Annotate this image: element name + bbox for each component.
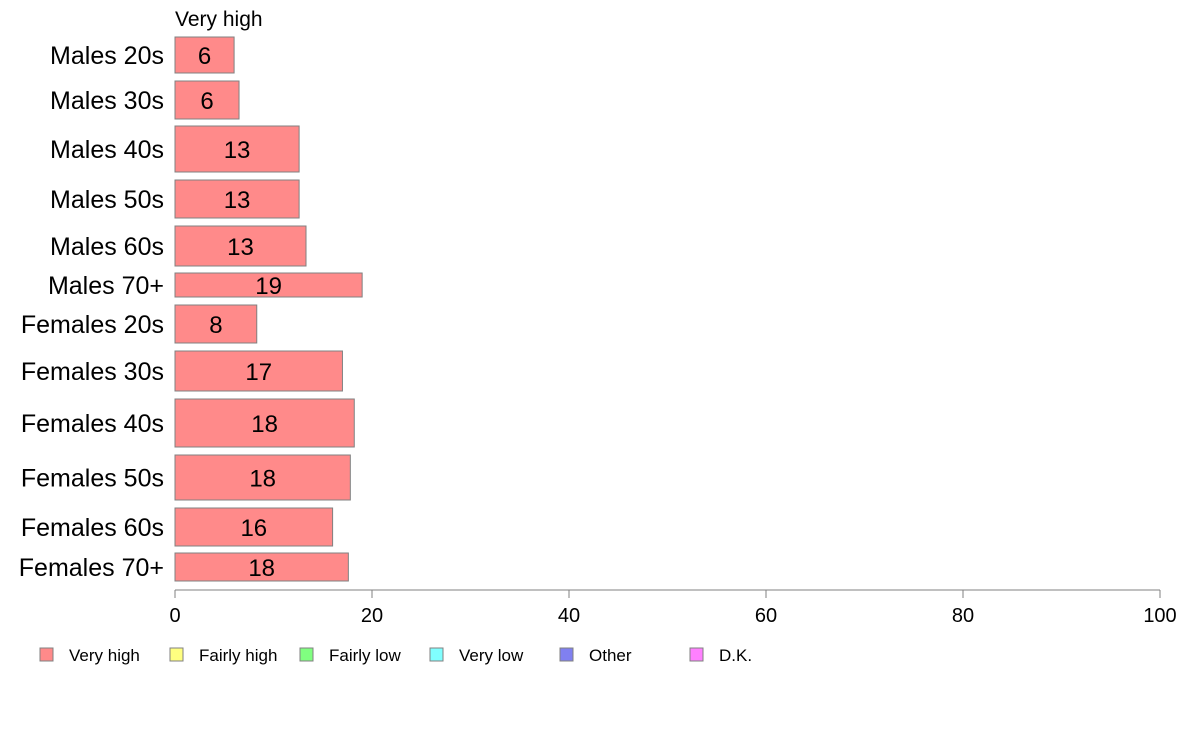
x-tick-label: 100 (1143, 605, 1176, 627)
legend-swatch (429, 647, 444, 662)
category-label: Females 50s (21, 465, 164, 493)
x-tick-label: 0 (169, 605, 180, 627)
legend-swatch (559, 647, 574, 662)
bars-group: Males 20s 6 Males 30s 6 Males 40s 13 Males 50s… (19, 36, 363, 582)
category-label: Males 20s (50, 42, 164, 70)
legend-label: Other (589, 646, 632, 665)
data-label: 18 (251, 411, 278, 438)
bar (174, 225, 307, 267)
category-label: Males 50s (50, 186, 164, 214)
bar (174, 350, 343, 392)
data-label: 18 (248, 555, 275, 582)
data-label: 16 (240, 515, 267, 542)
series-caption: Very high (175, 8, 263, 31)
category-label: Males 60s (50, 233, 164, 261)
data-label: 13 (224, 187, 251, 214)
category-label: Males 70+ (48, 272, 164, 300)
x-tick-label: 40 (558, 605, 580, 627)
x-axis: 0 20 40 60 80 100 (169, 589, 1177, 627)
legend-label: Very high (69, 646, 140, 665)
legend-swatch (689, 647, 704, 662)
bar (174, 272, 363, 298)
category-label: Females 30s (21, 358, 164, 386)
legend-label: Very low (459, 646, 524, 665)
legend-swatch (39, 647, 54, 662)
bar (174, 552, 349, 582)
data-label: 6 (198, 43, 211, 70)
bar (174, 80, 240, 120)
data-label: 8 (209, 312, 222, 339)
legend-label: Fairly low (329, 646, 402, 665)
data-label: 17 (245, 359, 272, 386)
category-label: Females 70+ (19, 554, 164, 582)
x-tick-label: 20 (361, 605, 383, 627)
bar (174, 398, 355, 448)
bar (174, 36, 235, 74)
legend-swatch (299, 647, 314, 662)
bar (174, 454, 351, 501)
bar (174, 179, 300, 219)
legend: Very high Fairly high Fairly low Very low Ot… (39, 646, 752, 665)
x-tick-label: 60 (755, 605, 777, 627)
data-label: 13 (224, 137, 251, 164)
category-label: Males 40s (50, 136, 164, 164)
x-tick-label: 80 (952, 605, 974, 627)
category-label: Females 20s (21, 311, 164, 339)
bar (174, 507, 334, 547)
bar (174, 304, 258, 344)
data-label: 19 (255, 273, 282, 300)
bar (174, 125, 300, 173)
legend-label: Fairly high (199, 646, 277, 665)
legend-label: D.K. (719, 646, 752, 665)
category-label: Males 30s (50, 87, 164, 115)
category-label: Females 60s (21, 514, 164, 542)
legend-swatch (169, 647, 184, 662)
data-label: 13 (227, 234, 254, 261)
data-label: 6 (200, 88, 213, 115)
data-label: 18 (249, 466, 276, 493)
category-label: Females 40s (21, 410, 164, 438)
